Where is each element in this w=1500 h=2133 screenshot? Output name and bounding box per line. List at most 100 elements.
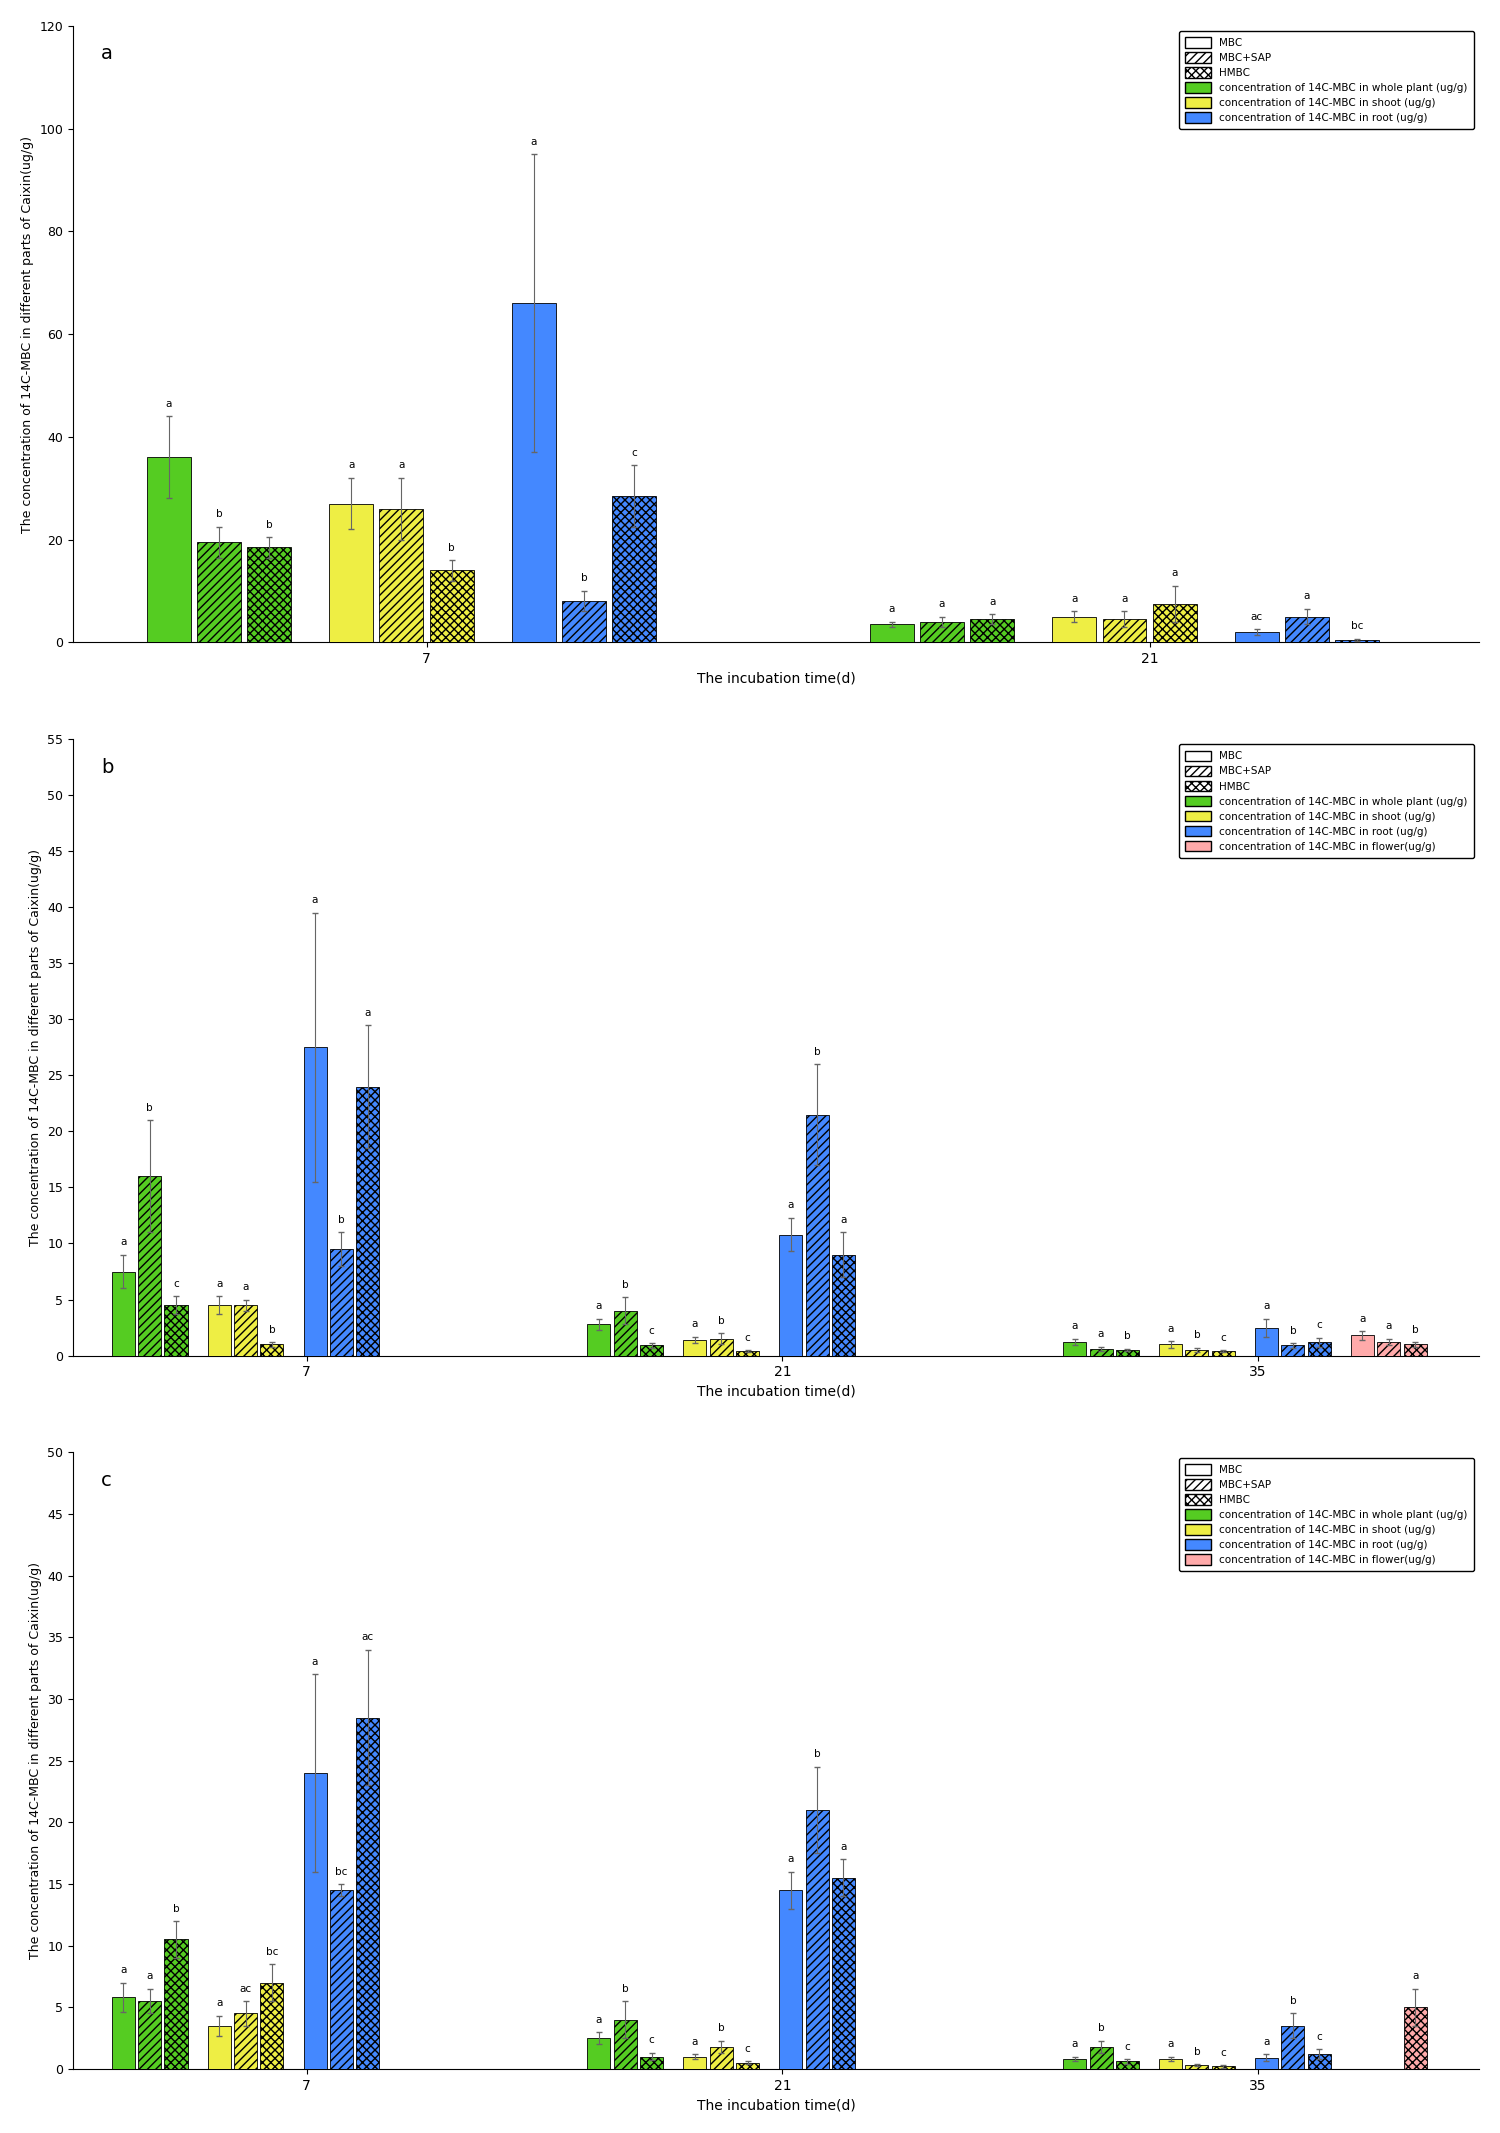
Bar <box>1335 640 1378 642</box>
Bar <box>920 621 964 642</box>
Bar <box>1116 1350 1138 1357</box>
Text: a: a <box>364 1007 370 1017</box>
Bar <box>833 1254 855 1357</box>
Text: bc: bc <box>334 1866 348 1877</box>
X-axis label: The incubation time(d): The incubation time(d) <box>696 2099 855 2112</box>
Text: a: a <box>788 1854 794 1864</box>
Bar <box>684 1340 706 1357</box>
Bar <box>970 619 1014 642</box>
Legend: MBC, MBC+SAP, HMBC, concentration of 14C-MBC in whole plant (ug/g), concentratio: MBC, MBC+SAP, HMBC, concentration of 14C… <box>1179 744 1474 857</box>
Bar <box>234 2014 256 2069</box>
Text: a: a <box>1386 1320 1392 1331</box>
Bar <box>303 1047 327 1357</box>
Bar <box>1308 2054 1330 2069</box>
Text: a: a <box>788 1201 794 1209</box>
Text: b: b <box>622 1984 628 1994</box>
Text: a: a <box>1412 1971 1419 1982</box>
Bar <box>1185 1350 1209 1357</box>
Bar <box>1160 2058 1182 2069</box>
Bar <box>147 456 190 642</box>
Bar <box>778 1235 802 1357</box>
Bar <box>1212 1350 1234 1357</box>
Text: a: a <box>840 1843 846 1851</box>
Bar <box>1152 604 1197 642</box>
Bar <box>1308 1342 1330 1357</box>
Bar <box>1286 616 1329 642</box>
Bar <box>196 542 242 642</box>
Text: bc: bc <box>1352 621 1364 631</box>
Text: a: a <box>692 1318 698 1329</box>
Text: c: c <box>650 2035 654 2046</box>
X-axis label: The incubation time(d): The incubation time(d) <box>696 1384 855 1399</box>
Text: b: b <box>815 1047 821 1056</box>
Text: a: a <box>120 1964 126 1975</box>
Text: b: b <box>815 1749 821 1760</box>
Text: a: a <box>988 597 996 606</box>
Text: a: a <box>1263 2037 1269 2048</box>
Bar <box>736 1350 759 1357</box>
Text: a: a <box>596 1301 602 1312</box>
Bar <box>1377 1342 1400 1357</box>
Text: c: c <box>100 1472 112 1491</box>
Text: a: a <box>398 461 405 471</box>
Text: c: c <box>1221 2048 1226 2058</box>
Text: b: b <box>580 574 588 584</box>
Bar <box>1352 1335 1374 1357</box>
Text: b: b <box>100 757 114 776</box>
Text: a: a <box>216 1999 222 2009</box>
Text: b: b <box>1194 2046 1200 2056</box>
Text: c: c <box>1125 2041 1131 2052</box>
Text: c: c <box>1221 1333 1226 1342</box>
Bar <box>1064 1342 1086 1357</box>
Bar <box>380 508 423 642</box>
Text: c: c <box>172 1280 178 1288</box>
Bar <box>1256 2058 1278 2069</box>
Text: b: b <box>338 1216 345 1224</box>
Bar <box>1404 2007 1426 2069</box>
Text: a: a <box>147 1971 153 1982</box>
Bar <box>261 1982 284 2069</box>
Bar <box>330 1890 352 2069</box>
Text: a: a <box>1071 2039 1078 2050</box>
Bar <box>710 1340 732 1357</box>
Bar <box>1089 1348 1113 1357</box>
Text: a: a <box>1172 567 1178 578</box>
Bar <box>207 2026 231 2069</box>
Text: b: b <box>1290 1327 1296 1335</box>
Text: b: b <box>448 542 454 552</box>
Text: b: b <box>1412 1325 1419 1335</box>
Bar <box>614 2020 638 2069</box>
Text: ac: ac <box>240 1984 252 1994</box>
Bar <box>330 503 374 642</box>
Text: a: a <box>939 599 945 610</box>
Text: a: a <box>1167 1325 1173 1333</box>
Text: b: b <box>718 1316 724 1327</box>
Bar <box>640 2056 663 2069</box>
Text: ac: ac <box>362 1632 374 1642</box>
Text: c: c <box>632 448 638 459</box>
X-axis label: The incubation time(d): The incubation time(d) <box>696 672 855 685</box>
Text: b: b <box>1098 2022 1104 2033</box>
Bar <box>429 570 474 642</box>
Text: a: a <box>888 604 896 614</box>
Text: a: a <box>348 461 354 471</box>
Bar <box>614 1312 638 1357</box>
Bar <box>1281 2026 1305 2069</box>
Text: b: b <box>1124 1331 1131 1342</box>
Text: a: a <box>1071 1320 1078 1331</box>
Text: a: a <box>596 2014 602 2024</box>
Text: a: a <box>120 1237 126 1248</box>
Bar <box>1160 1344 1182 1357</box>
Y-axis label: The concentration of 14C-MBC in different parts of Caixin(ug/g): The concentration of 14C-MBC in differen… <box>28 1561 42 1960</box>
Bar <box>1234 631 1278 642</box>
Bar <box>330 1250 352 1357</box>
Text: a: a <box>692 2037 698 2048</box>
Text: a: a <box>1263 1301 1269 1312</box>
Text: c: c <box>1317 2033 1322 2041</box>
Bar <box>1116 2060 1138 2069</box>
Text: b: b <box>266 520 273 529</box>
Legend: MBC, MBC+SAP, HMBC, concentration of 14C-MBC in whole plant (ug/g), concentratio: MBC, MBC+SAP, HMBC, concentration of 14C… <box>1179 32 1474 130</box>
Legend: MBC, MBC+SAP, HMBC, concentration of 14C-MBC in whole plant (ug/g), concentratio: MBC, MBC+SAP, HMBC, concentration of 14C… <box>1179 1457 1474 1572</box>
Bar <box>612 495 656 642</box>
Text: ac: ac <box>1251 612 1263 623</box>
